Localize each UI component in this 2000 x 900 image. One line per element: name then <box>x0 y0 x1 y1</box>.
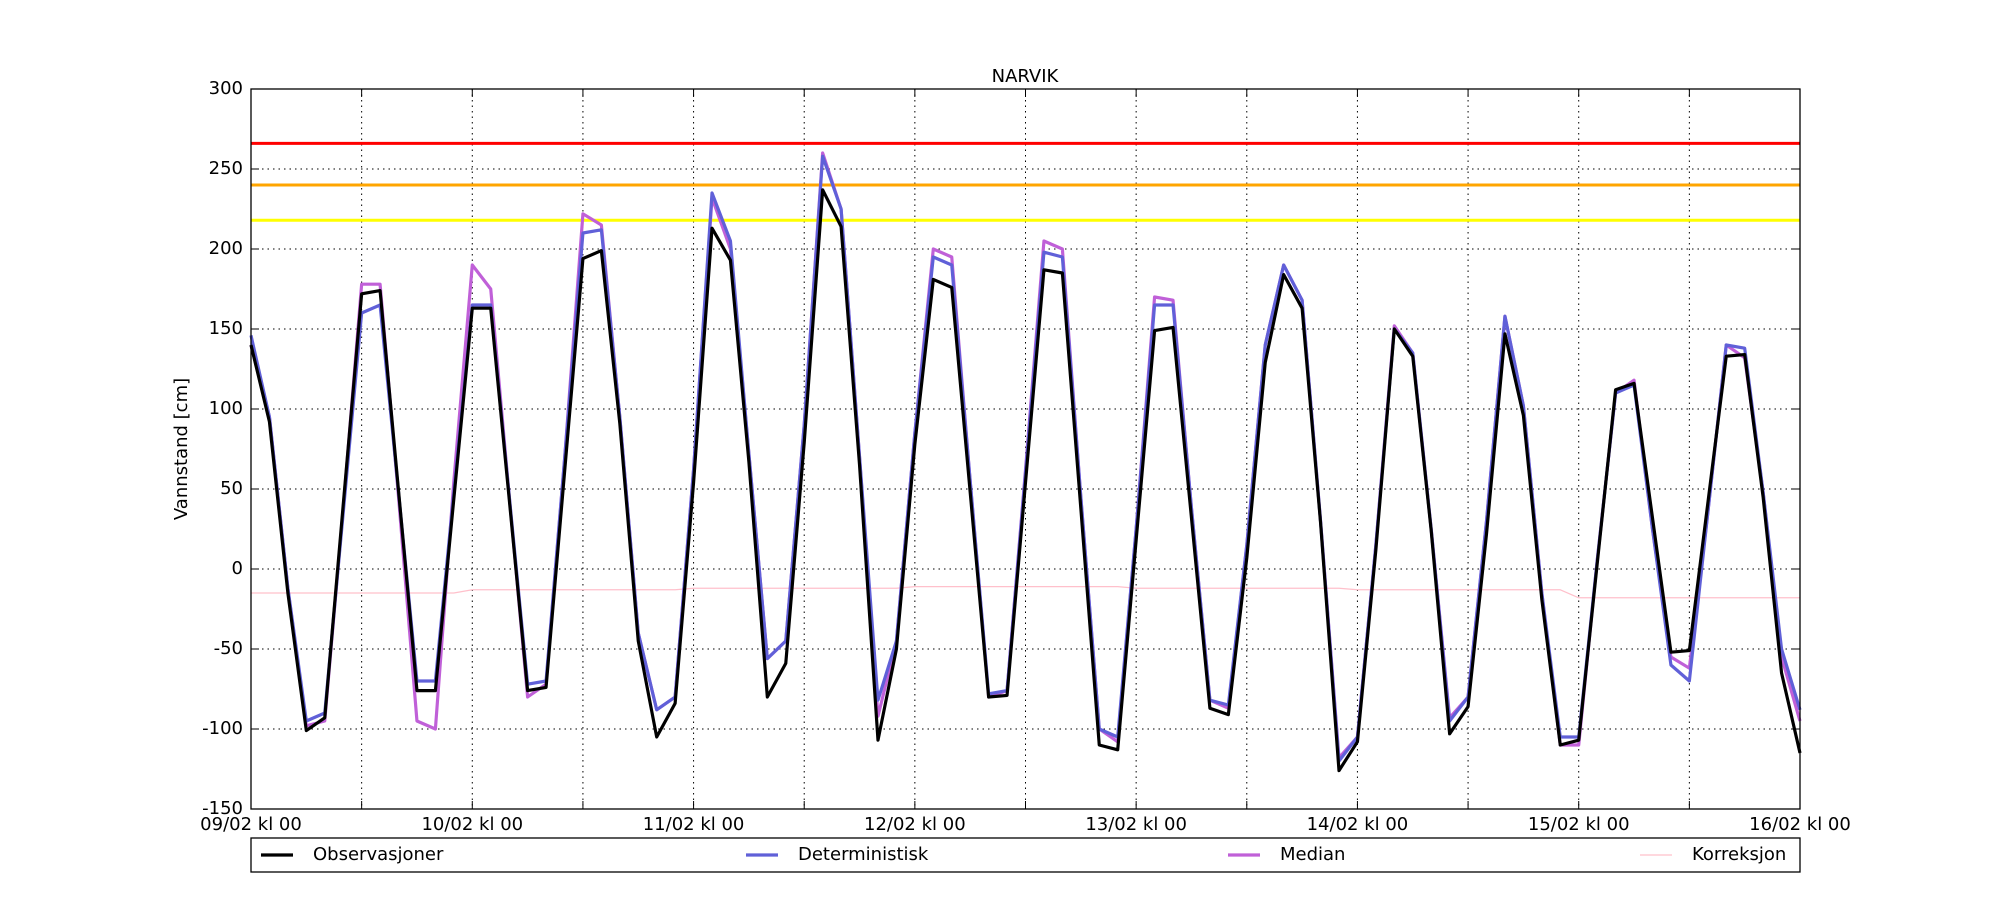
y-tick-label: 300 <box>209 78 243 99</box>
y-tick-label: -50 <box>214 638 243 659</box>
y-tick-label: 50 <box>220 478 243 499</box>
x-tick-label: 11/02 kl 00 <box>643 814 745 835</box>
y-tick-label: -150 <box>202 798 243 819</box>
x-tick-label: 14/02 kl 00 <box>1307 814 1409 835</box>
legend-label: Median <box>1280 844 1345 865</box>
legend-label: Korreksjon <box>1692 844 1786 865</box>
data-line <box>249 188 1802 773</box>
legend-label: Deterministisk <box>798 844 929 865</box>
y-tick-label: 100 <box>209 398 243 419</box>
y-tick-label: 200 <box>209 238 243 259</box>
legend-label: Observasjoner <box>313 844 444 865</box>
y-tick-label: 250 <box>209 158 243 179</box>
x-tick-label: 15/02 kl 00 <box>1528 814 1630 835</box>
x-tick-label: 16/02 kl 00 <box>1749 814 1851 835</box>
y-tick-label: -100 <box>202 718 243 739</box>
plot-frame <box>250 88 1801 810</box>
y-axis-label: Vannstand [cm] <box>171 378 192 520</box>
x-tick-label: 09/02 kl 00 <box>200 814 302 835</box>
y-tick-label: 0 <box>232 558 243 579</box>
x-tick-label: 10/02 kl 00 <box>421 814 523 835</box>
x-tick-label: 12/02 kl 00 <box>864 814 966 835</box>
x-tick-label: 13/02 kl 00 <box>1085 814 1187 835</box>
legend-box <box>250 837 1801 873</box>
chart-title: NARVIK <box>992 66 1060 87</box>
y-tick-label: 150 <box>209 318 243 339</box>
